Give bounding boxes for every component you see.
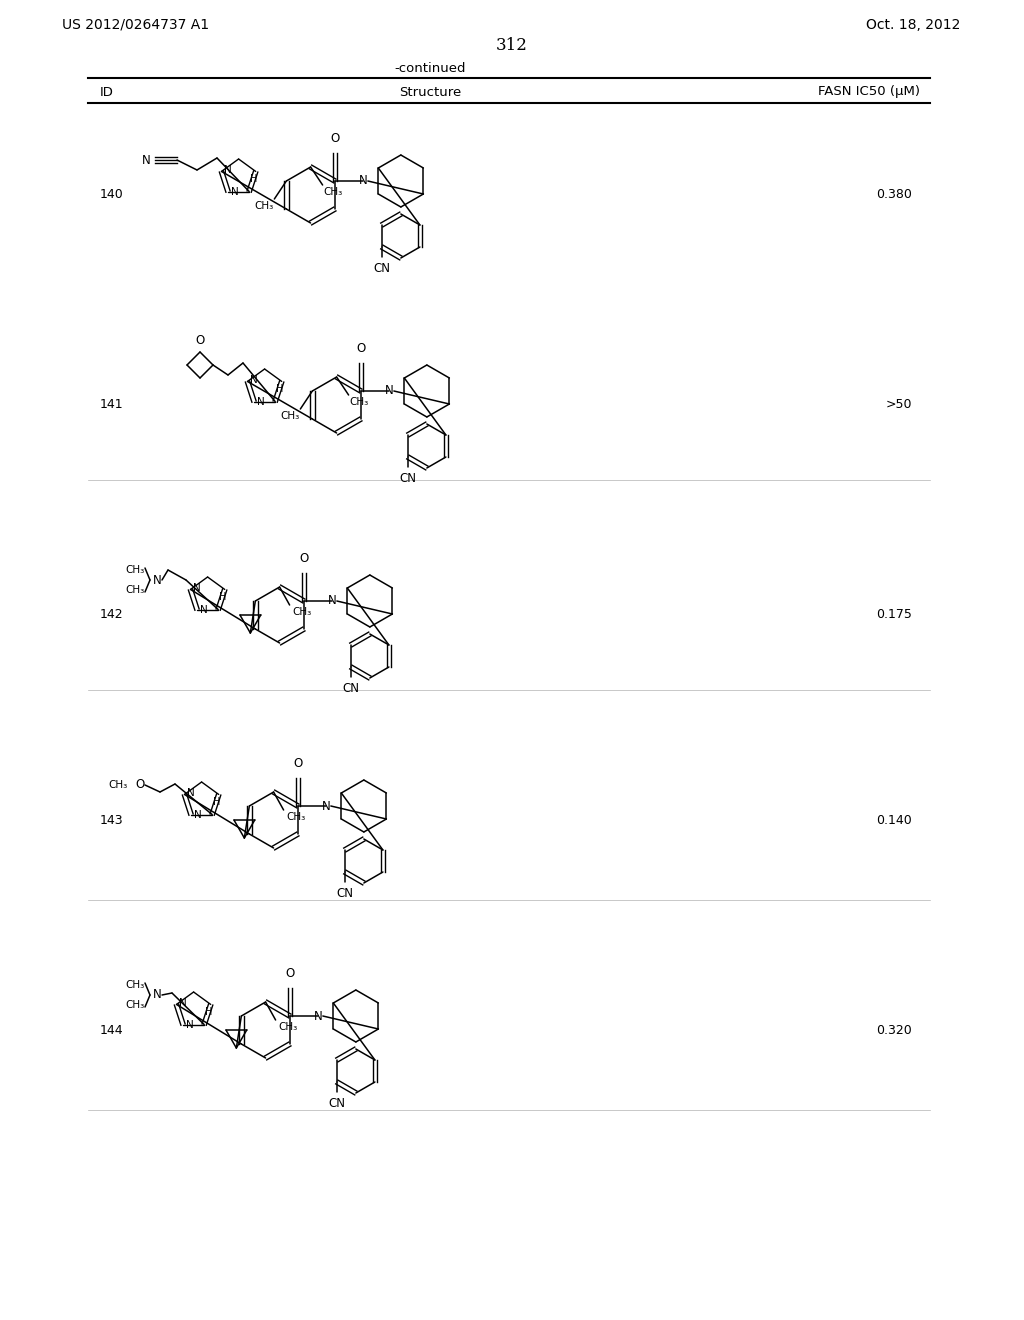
Text: 143: 143 bbox=[100, 813, 124, 826]
Text: N: N bbox=[187, 788, 196, 799]
Text: 142: 142 bbox=[100, 609, 124, 622]
Text: N: N bbox=[200, 605, 208, 615]
Text: N: N bbox=[224, 165, 232, 176]
Text: 140: 140 bbox=[100, 189, 124, 202]
Text: N: N bbox=[328, 594, 336, 607]
Text: CH₃: CH₃ bbox=[109, 780, 128, 789]
Text: H: H bbox=[213, 797, 220, 808]
Text: 0.175: 0.175 bbox=[877, 609, 912, 622]
Text: Structure: Structure bbox=[399, 86, 461, 99]
Text: H: H bbox=[205, 1007, 212, 1018]
Text: CN: CN bbox=[342, 682, 359, 696]
Text: CH₃: CH₃ bbox=[279, 1022, 298, 1032]
Text: CH₃: CH₃ bbox=[126, 565, 145, 576]
Text: CH₃: CH₃ bbox=[281, 411, 299, 421]
Text: O: O bbox=[299, 552, 308, 565]
Text: N: N bbox=[153, 573, 162, 586]
Text: CH₃: CH₃ bbox=[126, 1001, 145, 1010]
Text: 0.140: 0.140 bbox=[877, 813, 912, 826]
Text: O: O bbox=[330, 132, 340, 145]
Text: N: N bbox=[186, 1019, 194, 1030]
Text: -continued: -continued bbox=[394, 62, 466, 74]
Text: CH₃: CH₃ bbox=[324, 187, 343, 197]
Text: >50: >50 bbox=[886, 399, 912, 412]
Text: N: N bbox=[313, 1010, 323, 1023]
Text: N: N bbox=[153, 989, 162, 1002]
Text: O: O bbox=[356, 342, 366, 355]
Text: 312: 312 bbox=[496, 37, 528, 54]
Text: FASN IC50 (μM): FASN IC50 (μM) bbox=[818, 86, 920, 99]
Text: CH₃: CH₃ bbox=[293, 607, 312, 616]
Text: 141: 141 bbox=[100, 399, 124, 412]
Text: N: N bbox=[194, 809, 202, 820]
Text: N: N bbox=[358, 174, 368, 187]
Text: CN: CN bbox=[329, 1097, 345, 1110]
Text: H: H bbox=[276, 384, 284, 395]
Text: O: O bbox=[136, 779, 145, 792]
Text: N: N bbox=[257, 396, 265, 407]
Text: N: N bbox=[384, 384, 393, 397]
Text: N: N bbox=[231, 186, 239, 197]
Text: CH₃: CH₃ bbox=[349, 397, 369, 407]
Text: US 2012/0264737 A1: US 2012/0264737 A1 bbox=[62, 18, 209, 32]
Text: 0.320: 0.320 bbox=[877, 1023, 912, 1036]
Text: O: O bbox=[286, 968, 295, 979]
Text: CH₃: CH₃ bbox=[254, 201, 273, 211]
Text: N: N bbox=[179, 998, 187, 1008]
Text: CN: CN bbox=[336, 887, 353, 900]
Text: O: O bbox=[293, 756, 302, 770]
Text: O: O bbox=[196, 334, 205, 347]
Text: H: H bbox=[250, 174, 257, 185]
Text: CN: CN bbox=[399, 473, 417, 484]
Text: N: N bbox=[194, 583, 202, 594]
Text: 144: 144 bbox=[100, 1023, 124, 1036]
Text: CH₃: CH₃ bbox=[287, 812, 306, 822]
Text: N: N bbox=[322, 800, 330, 813]
Text: CH₃: CH₃ bbox=[126, 585, 145, 595]
Text: CN: CN bbox=[374, 261, 390, 275]
Text: ID: ID bbox=[100, 86, 114, 99]
Text: 0.380: 0.380 bbox=[877, 189, 912, 202]
Text: N: N bbox=[142, 153, 151, 166]
Text: N: N bbox=[251, 375, 258, 385]
Text: Oct. 18, 2012: Oct. 18, 2012 bbox=[865, 18, 961, 32]
Text: H: H bbox=[219, 593, 226, 602]
Text: CH₃: CH₃ bbox=[126, 979, 145, 990]
